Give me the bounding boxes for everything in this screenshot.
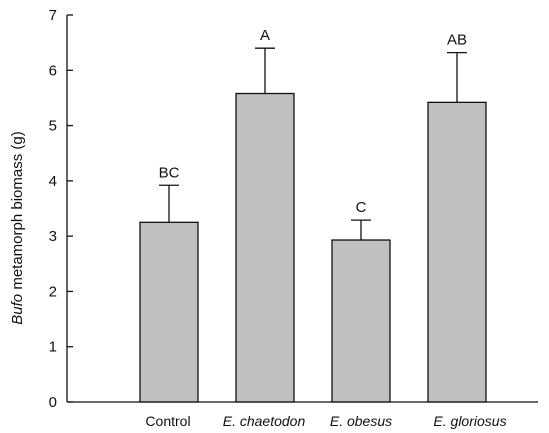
y-tick-label: 7	[49, 7, 57, 24]
significance-label: A	[260, 27, 270, 44]
significance-label: BC	[159, 164, 180, 181]
y-tick-label: 6	[49, 62, 57, 79]
y-tick-label: 2	[49, 283, 57, 300]
significance-label: AB	[447, 32, 467, 49]
y-tick-label: 3	[49, 228, 57, 245]
y-tick-label: 5	[49, 118, 57, 135]
bar-3	[427, 101, 487, 403]
y-ticks: 0 1 2 3 4 5 6 7	[49, 7, 73, 411]
y-tick-label: 1	[49, 339, 57, 356]
category-labels: Control E. chaetodon E. obesus E. gloriosus	[145, 413, 506, 429]
y-tick-label: 4	[49, 173, 57, 190]
y-axis-label: Bufo metamorph biomass (g)	[9, 131, 26, 324]
significance-label: C	[356, 199, 367, 216]
bar-1	[235, 92, 295, 403]
category-label: E. chaetodon	[223, 413, 306, 429]
bar-2	[331, 239, 391, 403]
category-label: Control	[145, 413, 190, 429]
category-label: E. obesus	[330, 413, 392, 429]
bar-0	[139, 221, 199, 403]
y-tick-label: 0	[49, 394, 57, 411]
bars: BC A C AB	[139, 27, 487, 403]
category-label: E. gloriosus	[433, 413, 506, 429]
